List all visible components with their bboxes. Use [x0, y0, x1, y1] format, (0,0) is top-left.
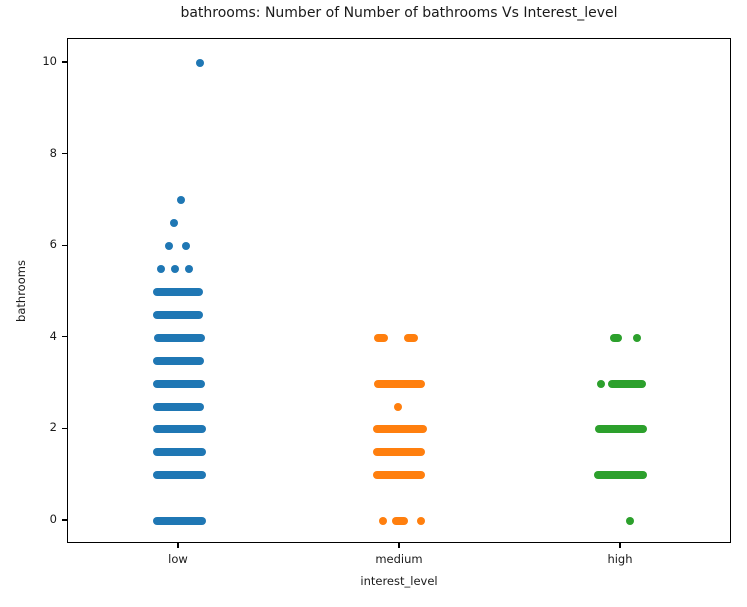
strip-band-medium-y1.5 — [373, 448, 425, 457]
x-tick-label-medium: medium — [375, 552, 423, 566]
strip-dot-low-y6 — [165, 242, 173, 251]
x-tick-mark — [177, 543, 179, 548]
strip-band-low-y3 — [153, 379, 205, 388]
y-tick-label: 6 — [49, 237, 57, 252]
strip-dot-low-y6.5 — [170, 219, 178, 228]
strip-band-medium-y4 — [404, 333, 418, 342]
strip-band-low-y4.5 — [153, 310, 203, 319]
strip-band-medium-y2 — [373, 425, 427, 434]
strip-band-low-y0 — [153, 517, 206, 525]
strip-band-high-y3 — [608, 379, 646, 388]
y-tick-label: 8 — [49, 145, 57, 160]
y-tick-mark — [61, 244, 67, 246]
strip-band-high-y1 — [594, 471, 647, 480]
strip-dot-medium-y0 — [417, 517, 425, 525]
y-tick-mark — [61, 519, 67, 521]
y-tick-label: 2 — [49, 420, 57, 435]
x-axis-label: interest_level — [360, 574, 438, 588]
strip-band-medium-y0 — [392, 517, 408, 525]
strip-dot-high-y4 — [633, 333, 641, 342]
strip-dot-low-y10 — [196, 59, 204, 67]
y-tick-mark — [61, 336, 67, 338]
y-tick-mark — [61, 152, 67, 155]
strip-band-high-y2 — [595, 425, 647, 434]
strip-dot-low-y5.5 — [185, 265, 193, 274]
strip-band-medium-y4 — [374, 333, 388, 342]
y-tick-mark — [61, 427, 67, 430]
strip-band-high-y4 — [610, 333, 622, 342]
x-tick-mark — [398, 543, 400, 548]
x-tick-label-high: high — [607, 552, 633, 566]
strip-band-medium-y3 — [374, 379, 425, 388]
strip-band-low-y1 — [153, 471, 206, 480]
strip-dot-low-y6 — [182, 242, 190, 251]
y-axis-label: bathrooms — [14, 260, 28, 322]
strip-dot-low-y7 — [177, 196, 185, 205]
strip-dot-low-y5.5 — [171, 265, 179, 274]
chart-title: bathrooms: Number of Number of bathrooms… — [180, 5, 618, 21]
strip-dot-low-y5.5 — [157, 265, 165, 274]
strip-dot-medium-y0 — [379, 517, 387, 525]
strip-band-low-y2 — [153, 425, 206, 434]
y-tick-label: 10 — [42, 54, 57, 68]
strip-dot-high-y0 — [626, 517, 634, 525]
strip-dot-high-y3 — [597, 379, 605, 388]
strip-dot-medium-y2.5 — [394, 402, 402, 411]
y-tick-label: 4 — [49, 328, 57, 343]
strip-band-low-y5 — [153, 288, 203, 296]
y-tick-label: 0 — [49, 512, 57, 526]
strip-band-low-y1.5 — [153, 448, 206, 457]
strip-band-low-y2.5 — [153, 402, 204, 411]
strip-band-low-y3.5 — [153, 356, 204, 365]
strip-band-low-y4 — [154, 333, 205, 342]
x-tick-label-low: low — [168, 552, 188, 566]
x-tick-mark — [619, 543, 621, 548]
plot-area — [67, 38, 731, 543]
strip-band-medium-y1 — [373, 471, 425, 480]
y-tick-mark — [61, 61, 67, 63]
